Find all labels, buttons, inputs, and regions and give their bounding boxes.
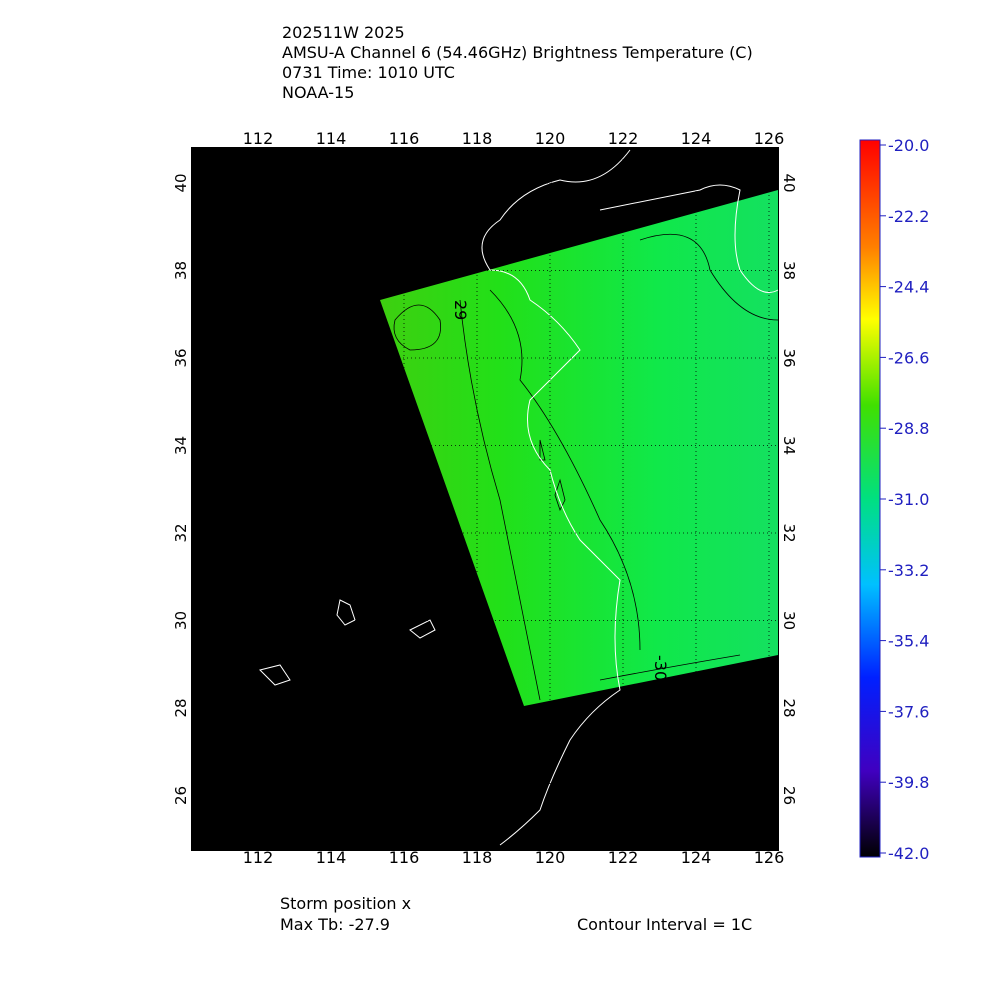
lat-label: 40	[172, 173, 190, 192]
lon-label: 118	[462, 129, 493, 148]
colorbar-label: -39.8	[888, 773, 929, 792]
lat-label: 38	[780, 261, 798, 280]
header-line: NOAA-15	[282, 83, 354, 102]
storm-position: Storm position x	[280, 894, 411, 913]
lon-label: 126	[754, 848, 785, 867]
colorbar-label: -24.4	[888, 278, 929, 297]
lat-label: 30	[780, 611, 798, 630]
colorbar-label: -37.6	[888, 702, 929, 721]
lat-label: 36	[172, 348, 190, 367]
lon-label: 120	[535, 129, 566, 148]
lon-label: 126	[754, 129, 785, 148]
lon-label: 114	[316, 129, 347, 148]
colorbar-label: -31.0	[888, 490, 929, 509]
axes: 112 112 114 114 116 116 118 118 120 120 122 122 124 1…	[172, 129, 798, 867]
lon-label: 112	[243, 129, 274, 148]
lat-label: 32	[172, 523, 190, 542]
contour-label: 29	[451, 300, 470, 320]
colorbar-labels: -20.0 -22.2 -24.4 -26.6 -28.8 -31.0 -33.2 -35.4…	[880, 136, 929, 863]
lat-label: 34	[780, 436, 798, 455]
lon-label: 122	[608, 848, 639, 867]
lon-label: 112	[243, 848, 274, 867]
header-line: AMSU-A Channel 6 (54.46GHz) Brightness T…	[282, 43, 753, 62]
contour-interval: Contour Interval = 1C	[577, 915, 752, 934]
header-line: 0731 Time: 1010 UTC	[282, 63, 455, 82]
colorbar-label: -20.0	[888, 136, 929, 155]
lat-label: 30	[172, 611, 190, 630]
lat-label: 40	[780, 173, 798, 192]
header-line: 202511W 2025	[282, 23, 405, 42]
lon-label: 116	[389, 848, 420, 867]
colorbar-label: -22.2	[888, 207, 929, 226]
lat-label: 38	[172, 261, 190, 280]
lon-label: 124	[681, 129, 712, 148]
contour-label: -30	[651, 655, 670, 681]
lat-label: 26	[780, 786, 798, 805]
lat-label: 32	[780, 523, 798, 542]
colorbar-label: -35.4	[888, 632, 929, 651]
colorbar-label: -26.6	[888, 348, 929, 367]
data-swath	[380, 190, 778, 706]
contours	[393, 233, 779, 701]
lat-label: 26	[172, 786, 190, 805]
lat-label: 36	[780, 348, 798, 367]
colorbar-label: -28.8	[888, 419, 929, 438]
lon-label: 118	[462, 848, 493, 867]
colorbar-label: -42.0	[888, 844, 929, 863]
lon-label: 124	[681, 848, 712, 867]
lat-label: 28	[780, 698, 798, 717]
lon-label: 122	[608, 129, 639, 148]
lon-label: 114	[316, 848, 347, 867]
lat-label: 28	[172, 698, 190, 717]
colorbar	[859, 139, 881, 858]
colorbar-label: -33.2	[888, 561, 929, 580]
lon-label: 120	[535, 848, 566, 867]
lat-label: 34	[172, 436, 190, 455]
max-tb: Max Tb: -27.9	[280, 915, 390, 934]
lon-label: 116	[389, 129, 420, 148]
coastline	[259, 149, 779, 846]
